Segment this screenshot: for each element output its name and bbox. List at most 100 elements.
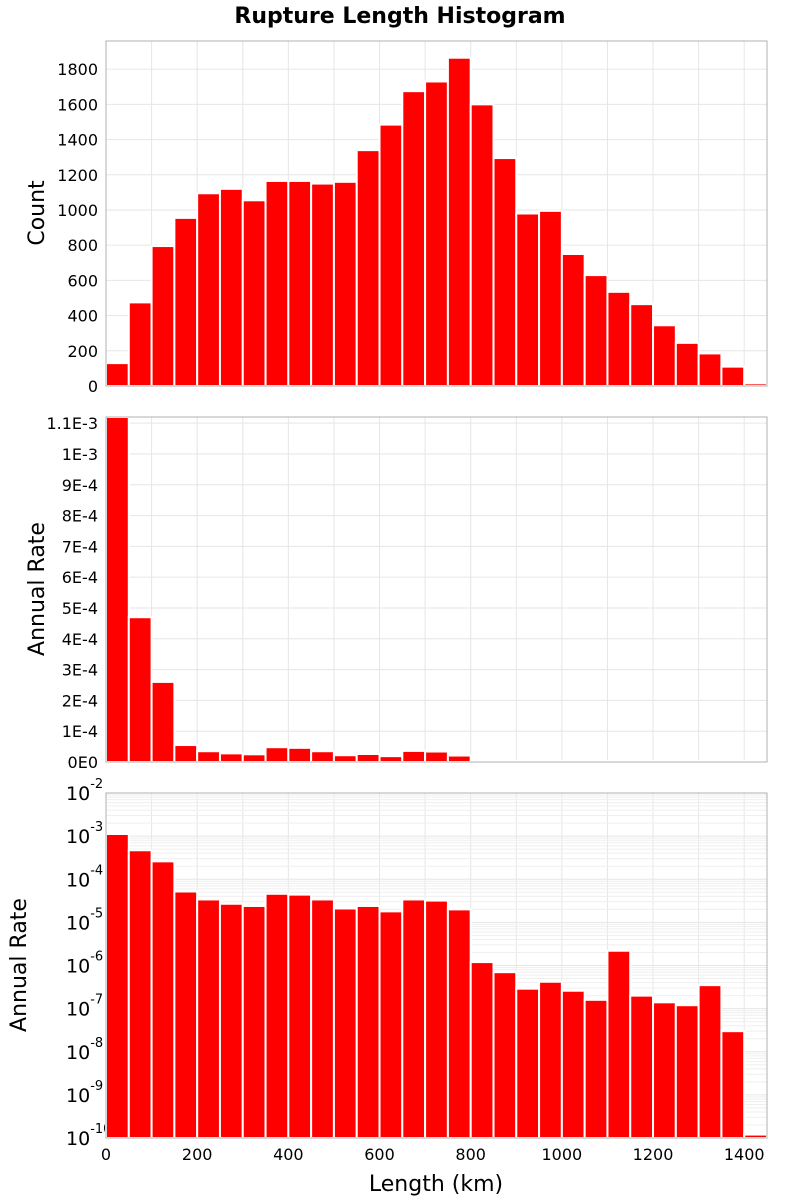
histogram-bar bbox=[469, 961, 495, 1140]
histogram-bar bbox=[310, 182, 335, 387]
histogram-bar bbox=[287, 179, 313, 387]
histogram-bar bbox=[355, 149, 381, 387]
histogram-bar bbox=[310, 898, 335, 1139]
histogram-bar bbox=[196, 898, 221, 1139]
y-tick-label: 0 bbox=[88, 377, 98, 396]
histogram-bar bbox=[720, 365, 746, 388]
histogram-bar bbox=[446, 908, 472, 1139]
histogram-bar bbox=[127, 849, 153, 1140]
histogram-bar bbox=[332, 907, 358, 1140]
plot-frame bbox=[105, 40, 768, 387]
histogram-bar bbox=[424, 80, 449, 388]
y-tick-label: 200 bbox=[67, 342, 98, 361]
histogram-bar bbox=[492, 971, 518, 1140]
histogram-bar bbox=[446, 56, 472, 388]
histogram-bar bbox=[310, 750, 335, 763]
y-tick-label: 10-5 bbox=[66, 906, 103, 934]
histogram-bar bbox=[401, 898, 427, 1139]
y-tick-label: 600 bbox=[67, 271, 98, 290]
histogram-bar bbox=[560, 252, 586, 387]
y-tick-label: 7E-4 bbox=[62, 537, 98, 556]
histogram-bar bbox=[492, 157, 518, 387]
x-tick-label: 0 bbox=[101, 1145, 111, 1164]
y-tick-label: 10-2 bbox=[66, 777, 103, 805]
histogram-bar bbox=[196, 750, 221, 763]
histogram-bar bbox=[629, 303, 655, 387]
histogram-bar bbox=[424, 899, 449, 1139]
y-tick-label: 400 bbox=[67, 307, 98, 326]
histogram-bar bbox=[674, 1004, 700, 1140]
plot-area bbox=[106, 417, 767, 762]
x-tick-label: 600 bbox=[364, 1145, 395, 1164]
histogram-bar bbox=[105, 833, 130, 1140]
x-tick-label: 1400 bbox=[724, 1145, 765, 1164]
y-tick-label: 1000 bbox=[57, 201, 98, 220]
histogram-bar bbox=[697, 352, 723, 387]
histogram-bar bbox=[378, 910, 404, 1140]
histogram-bar bbox=[173, 216, 199, 387]
histogram-bar bbox=[105, 416, 130, 763]
histogram-bar bbox=[720, 1030, 746, 1140]
histogram-bar bbox=[150, 680, 176, 763]
y-tick-label: 9E-4 bbox=[62, 476, 98, 495]
annual-rate-linear-y-axis-label: Annual Rate bbox=[25, 522, 50, 656]
histogram-bar bbox=[515, 987, 541, 1139]
y-tick-label: 8E-4 bbox=[62, 507, 98, 526]
y-tick-label: 5E-4 bbox=[62, 599, 98, 618]
histogram-bar bbox=[173, 744, 199, 764]
histogram-bar bbox=[127, 616, 153, 763]
y-tick-label: 10-7 bbox=[66, 993, 103, 1021]
histogram-bar bbox=[218, 902, 244, 1140]
x-tick-label: 200 bbox=[182, 1145, 213, 1164]
plot-frame bbox=[105, 416, 768, 763]
annual-rate-linear-panel: Annual Rate 0E0 1E-4 2E-4 3E-4 4E-4 5E-4 6E-4 7… bbox=[25, 414, 769, 772]
histogram-bar bbox=[652, 324, 677, 387]
histogram-bar bbox=[652, 1001, 677, 1140]
x-tick-label: 400 bbox=[273, 1145, 304, 1164]
y-tick-label: 0E0 bbox=[68, 753, 98, 772]
chart-title: Rupture Length Histogram bbox=[234, 4, 565, 29]
histogram-bar bbox=[538, 980, 563, 1139]
y-tick-label: 1400 bbox=[57, 131, 98, 150]
histogram-bar bbox=[127, 301, 153, 388]
y-tick-label: 10-4 bbox=[66, 863, 103, 891]
histogram-bar bbox=[606, 290, 632, 387]
y-tick-label: 10-9 bbox=[66, 1079, 103, 1107]
histogram-bar bbox=[674, 341, 700, 387]
histogram-bar bbox=[515, 212, 541, 387]
histogram-bar bbox=[332, 754, 358, 763]
y-tick-label: 1E-4 bbox=[62, 722, 98, 741]
annual-rate-log-panel: Annual Rate Length (km) 10-2 10-3 10-4 10-5… bbox=[7, 777, 769, 1197]
annual-rate-log-y-axis-label: Annual Rate bbox=[7, 898, 32, 1032]
y-tick-label: 1800 bbox=[57, 60, 98, 79]
histogram-bar bbox=[173, 890, 199, 1140]
histogram-bar bbox=[150, 860, 176, 1139]
y-tick-label: 1E-3 bbox=[62, 445, 98, 464]
histogram-bar bbox=[264, 746, 290, 764]
histogram-bar bbox=[332, 180, 358, 387]
y-tick-label: 10-6 bbox=[66, 950, 103, 978]
x-tick-label: 800 bbox=[455, 1145, 486, 1164]
histogram-bar bbox=[355, 904, 381, 1139]
histogram-bar bbox=[583, 998, 609, 1139]
histogram-bar bbox=[287, 746, 313, 764]
histogram-bar bbox=[583, 274, 609, 388]
histogram-bar bbox=[241, 753, 267, 764]
histogram-bar bbox=[606, 949, 632, 1140]
histogram-bar bbox=[538, 209, 563, 387]
count-y-axis-label: Count bbox=[25, 180, 50, 246]
histogram-bar bbox=[629, 994, 655, 1139]
histogram-bar bbox=[697, 984, 723, 1139]
y-tick-label: 1600 bbox=[57, 95, 98, 114]
histogram-bar bbox=[401, 90, 427, 388]
histogram-bar bbox=[424, 750, 449, 764]
y-tick-label: 2E-4 bbox=[62, 691, 98, 710]
histogram-bar bbox=[264, 179, 290, 387]
histogram-bar bbox=[743, 1133, 769, 1140]
y-tick-label: 1.1E-3 bbox=[46, 414, 98, 433]
histogram-bar bbox=[264, 892, 290, 1140]
length-x-axis-label: Length (km) bbox=[369, 1172, 503, 1197]
histogram-bar bbox=[218, 752, 244, 763]
histogram-bar bbox=[196, 192, 221, 387]
